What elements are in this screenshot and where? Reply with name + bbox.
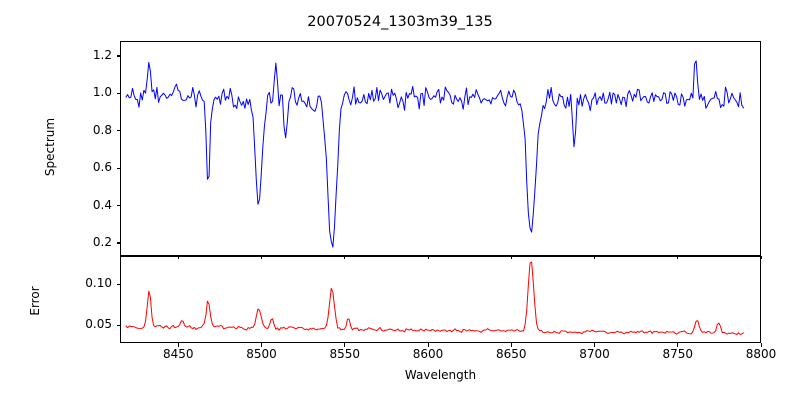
x-tick-mark-spectrum [177, 256, 179, 259]
x-tick-label: 8800 [745, 347, 777, 361]
y-tick-mark-spectrum [116, 55, 120, 57]
y-tick-mark-error [116, 324, 120, 326]
y-tick-label-error: 0.10 [85, 276, 112, 291]
x-tick-mark-spectrum [510, 256, 512, 259]
y-tick-label-spectrum: 0.4 [92, 197, 112, 212]
y-tick-mark-spectrum [116, 242, 120, 244]
error-data-line [125, 261, 744, 335]
x-tick-mark [261, 343, 263, 347]
x-axis-label: Wavelength [404, 368, 477, 382]
x-tick-mark-spectrum [344, 256, 346, 259]
y-tick-label-spectrum: 0.8 [92, 122, 112, 137]
x-tick-label: 8500 [246, 347, 277, 361]
x-tick-label: 8650 [495, 347, 527, 361]
error-line-svg [125, 261, 744, 335]
y-tick-label-spectrum: 0.6 [92, 160, 112, 175]
x-tick-mark [427, 343, 429, 347]
y-tick-label-spectrum: 1.2 [92, 47, 112, 62]
y-tick-mark-spectrum [116, 167, 120, 169]
page-title: 20070524_1303m39_135 [307, 14, 493, 30]
x-tick-mark [594, 343, 596, 347]
x-tick-mark-spectrum [261, 256, 263, 259]
x-tick-label: 8550 [329, 347, 361, 361]
x-tick-mark [760, 343, 762, 347]
x-tick-mark [510, 343, 512, 347]
spectrum-line-svg [125, 60, 744, 248]
spectrum-data-line [125, 60, 744, 248]
y-axis-label-spectrum: Spectrum [43, 117, 57, 177]
y-tick-mark-spectrum [116, 92, 120, 94]
y-tick-mark-error [116, 283, 120, 286]
x-tick-label: 8750 [662, 347, 694, 361]
y-tick-mark-spectrum [116, 130, 120, 132]
error-plot-area [120, 256, 761, 343]
x-tick-mark-spectrum [427, 256, 429, 259]
x-tick-mark [677, 343, 679, 347]
x-tick-label: 8450 [162, 347, 194, 361]
spectrum-plot-area [120, 41, 761, 256]
x-tick-label: 8700 [579, 347, 610, 361]
y-tick-mark-spectrum [116, 205, 120, 207]
y-tick-label-error: 0.05 [85, 317, 112, 332]
x-tick-mark-spectrum [677, 256, 679, 259]
x-tick-mark [344, 343, 346, 347]
x-tick-mark-spectrum [594, 256, 596, 259]
x-tick-mark-spectrum [760, 256, 762, 259]
x-tick-mark [177, 343, 179, 347]
x-tick-label: 8600 [412, 347, 444, 361]
y-tick-label-spectrum: 0.2 [92, 234, 112, 249]
y-tick-label-spectrum: 1.0 [92, 85, 112, 100]
